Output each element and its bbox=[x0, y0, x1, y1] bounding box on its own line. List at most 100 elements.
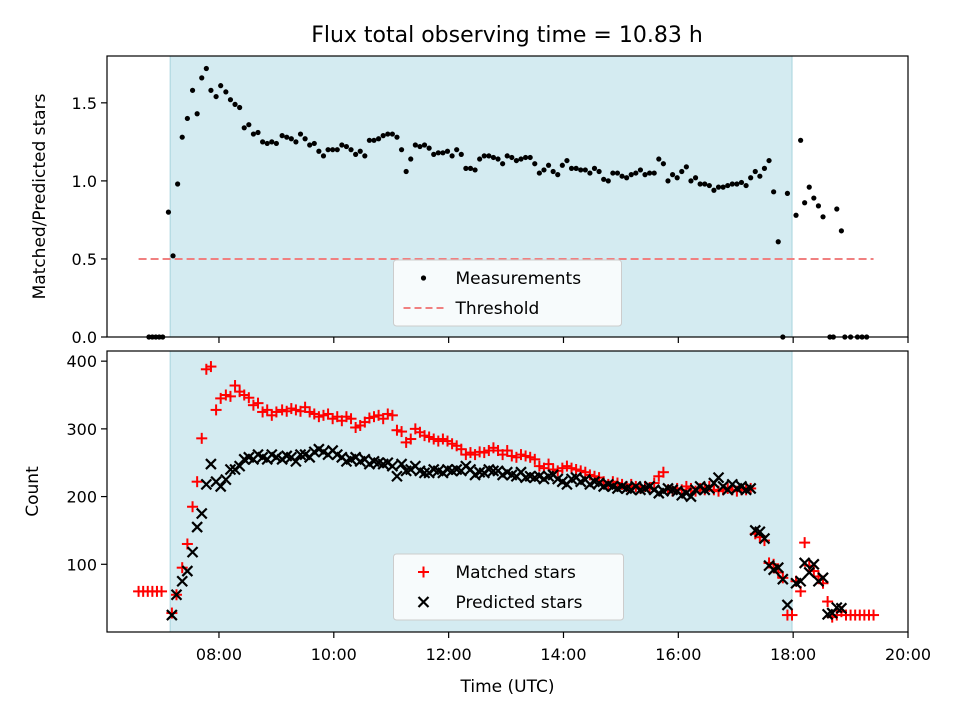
predicted-star-point bbox=[191, 521, 203, 533]
x-tick-label: 12:00 bbox=[426, 645, 472, 664]
measurement-point bbox=[339, 142, 345, 148]
predicted-star-point bbox=[817, 572, 829, 584]
measurement-point bbox=[665, 178, 671, 184]
bottom-y-axis-label: Count bbox=[23, 466, 43, 517]
measurement-point bbox=[688, 178, 694, 184]
measurement-point bbox=[743, 182, 749, 189]
measurement-point bbox=[477, 156, 483, 162]
predicted-star-points bbox=[166, 443, 848, 621]
predicted-star-point bbox=[170, 588, 183, 601]
y-tick-label: 1.5 bbox=[72, 94, 97, 113]
predicted-star-point bbox=[487, 465, 500, 477]
matched-star-point bbox=[205, 361, 217, 373]
matched-star-point bbox=[270, 406, 282, 418]
measurement-point bbox=[223, 89, 229, 95]
measurement-point bbox=[273, 140, 279, 147]
measurement-point bbox=[307, 142, 313, 148]
matched-star-point bbox=[191, 476, 203, 488]
measurement-point bbox=[656, 156, 662, 162]
measurement-point bbox=[348, 147, 354, 153]
predicted-star-point bbox=[205, 458, 217, 470]
measurement-point bbox=[227, 97, 234, 103]
measurement-point bbox=[541, 167, 547, 173]
measurement-point bbox=[246, 122, 252, 128]
measurement-point bbox=[633, 170, 639, 176]
measurement-point bbox=[582, 167, 588, 173]
measurement-point bbox=[241, 125, 247, 131]
measurement-point bbox=[325, 147, 331, 153]
measurement-point bbox=[806, 184, 812, 190]
measurement-point bbox=[715, 184, 722, 190]
measurement-point bbox=[702, 181, 708, 187]
measurement-point bbox=[357, 148, 363, 154]
top-legend: Measurements Threshold bbox=[393, 259, 622, 327]
matched-star-point bbox=[529, 453, 541, 465]
predicted-star-point bbox=[418, 467, 431, 479]
predicted-star-point bbox=[772, 561, 785, 574]
measurement-point bbox=[203, 65, 209, 72]
matched-star-point bbox=[396, 426, 408, 438]
predicted-star-point bbox=[685, 490, 697, 503]
measurement-point bbox=[213, 93, 219, 100]
measurement-point bbox=[748, 175, 754, 181]
matched-star-point bbox=[799, 537, 811, 549]
matched-star-point bbox=[187, 501, 199, 513]
measurement-point bbox=[820, 214, 826, 220]
measurement-point bbox=[279, 133, 285, 139]
bottom-panel: 100 200 300 400 08:00 10:00 12:00 14:00 16:00 18:… bbox=[23, 350, 931, 697]
measurement-point bbox=[486, 153, 492, 159]
matched-star-point bbox=[224, 390, 236, 402]
measurement-point bbox=[316, 148, 322, 154]
measurement-point bbox=[573, 165, 579, 171]
measurement-point bbox=[775, 239, 781, 245]
measurement-point bbox=[647, 170, 653, 176]
legend-plus-marker bbox=[418, 566, 429, 578]
measurement-point bbox=[578, 167, 584, 173]
measurement-point bbox=[624, 175, 630, 181]
legend-label-predicted-stars: Predicted stars bbox=[456, 593, 583, 613]
measurement-point bbox=[179, 134, 185, 140]
predicted-star-point bbox=[233, 460, 246, 472]
measurement-point bbox=[628, 172, 634, 178]
predicted-star-point bbox=[395, 458, 408, 470]
measurement-point bbox=[472, 167, 478, 173]
top-panel: 0.0 0.5 1.0 1.5 Matched/Predicted stars Mea… bbox=[30, 55, 909, 347]
measurement-point bbox=[495, 156, 501, 162]
measurement-point bbox=[536, 170, 542, 176]
matched-star-point bbox=[386, 409, 398, 421]
measurement-point bbox=[692, 175, 699, 181]
measurement-point bbox=[532, 161, 538, 167]
measurement-point bbox=[440, 150, 446, 156]
matched-star-point bbox=[229, 380, 241, 392]
measurement-point bbox=[371, 137, 377, 143]
measurement-point bbox=[550, 168, 556, 175]
measurement-point bbox=[189, 87, 196, 93]
predicted-star-point bbox=[166, 609, 178, 621]
measurement-point bbox=[605, 178, 611, 184]
measurement-point bbox=[385, 131, 391, 137]
matched-star-point bbox=[166, 607, 178, 619]
measurement-point bbox=[353, 151, 359, 157]
measurement-point bbox=[431, 151, 437, 157]
measurement-point bbox=[330, 147, 336, 153]
bottom-legend-box bbox=[393, 553, 624, 621]
y-tick-label: 200 bbox=[66, 488, 97, 507]
measurement-point bbox=[522, 154, 529, 161]
matched-star-point bbox=[822, 596, 834, 608]
predicted-star-point bbox=[794, 575, 807, 587]
predicted-star-point bbox=[224, 463, 237, 476]
y-tick-label: 0.0 bbox=[72, 328, 97, 347]
measurement-point bbox=[366, 137, 373, 143]
predicted-star-point bbox=[808, 558, 820, 571]
measurement-point bbox=[802, 200, 808, 206]
measurement-point bbox=[555, 172, 561, 178]
bottom-legend: Matched stars Predicted stars bbox=[393, 553, 624, 621]
measurement-point bbox=[545, 162, 552, 168]
legend-label-threshold: Threshold bbox=[455, 299, 540, 319]
measurement-point bbox=[559, 162, 565, 168]
measurement-point bbox=[513, 157, 520, 164]
measurement-point bbox=[838, 228, 844, 234]
measurement-point bbox=[449, 153, 455, 159]
x-tick-label: 16:00 bbox=[655, 645, 701, 664]
